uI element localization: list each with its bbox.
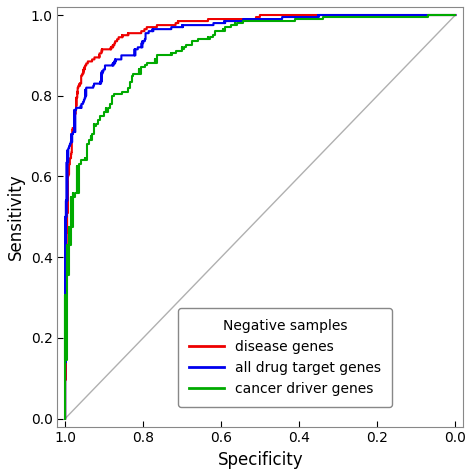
X-axis label: Specificity: Specificity xyxy=(218,451,303,469)
Y-axis label: Sensitivity: Sensitivity xyxy=(7,173,25,260)
Legend: disease genes, all drug target genes, cancer driver genes: disease genes, all drug target genes, ca… xyxy=(178,308,392,407)
